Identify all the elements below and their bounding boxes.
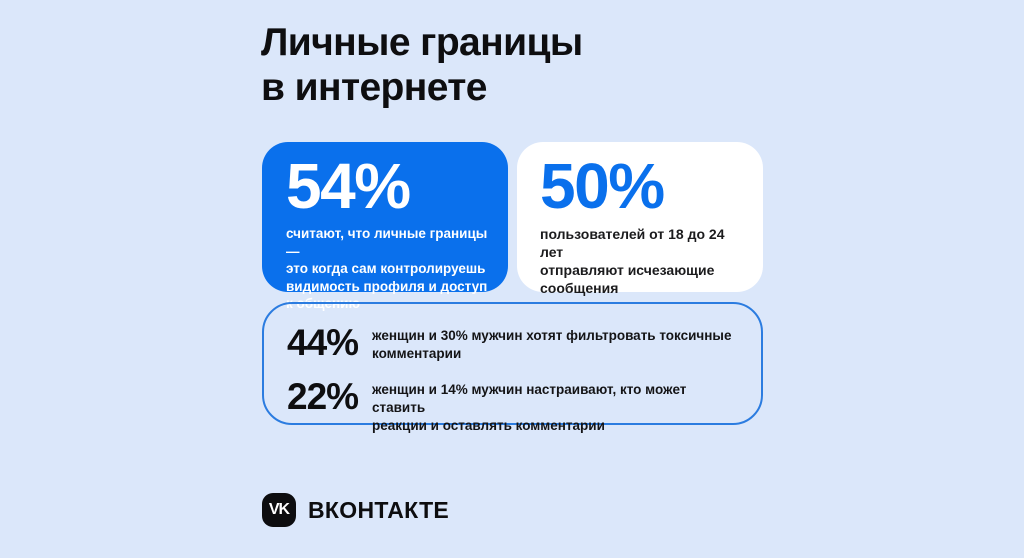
- vk-logo-icon: VK: [262, 493, 296, 527]
- stat-row-women-filter: 44% женщин и 30% мужчин хотят фильтроват…: [287, 324, 743, 363]
- stat-value-secondary: 50%: [540, 150, 665, 222]
- stat-card-secondary: 50% пользователей от 18 до 24 лет отправ…: [517, 142, 763, 296]
- vk-logo-glyph: VK: [268, 501, 290, 518]
- stat-card-primary: 54% считают, что личные границы — это ко…: [262, 142, 508, 311]
- brand-name: ВКОНТАКТЕ: [308, 497, 450, 523]
- stat-description-primary: считают, что личные границы — это когда …: [286, 226, 488, 311]
- stats-outline-box: 44% женщин и 30% мужчин хотят фильтроват…: [262, 302, 763, 433]
- stat-description-secondary: пользователей от 18 до 24 лет отправляют…: [540, 226, 725, 296]
- stat-value-filter: 44%: [287, 322, 359, 363]
- stat-row-women-reactions: 22% женщин и 14% мужчин настраивают, кто…: [287, 378, 743, 435]
- stat-value-reactions: 22%: [287, 376, 359, 417]
- page-title: Личные границы в интернете: [261, 21, 583, 109]
- stat-description-filter: женщин и 30% мужчин хотят фильтровать то…: [372, 328, 732, 361]
- stat-value-primary: 54%: [286, 150, 411, 222]
- brand-footer: VK ВКОНТАКТЕ: [262, 493, 449, 527]
- stat-description-reactions: женщин и 14% мужчин настраивают, кто мож…: [372, 382, 687, 433]
